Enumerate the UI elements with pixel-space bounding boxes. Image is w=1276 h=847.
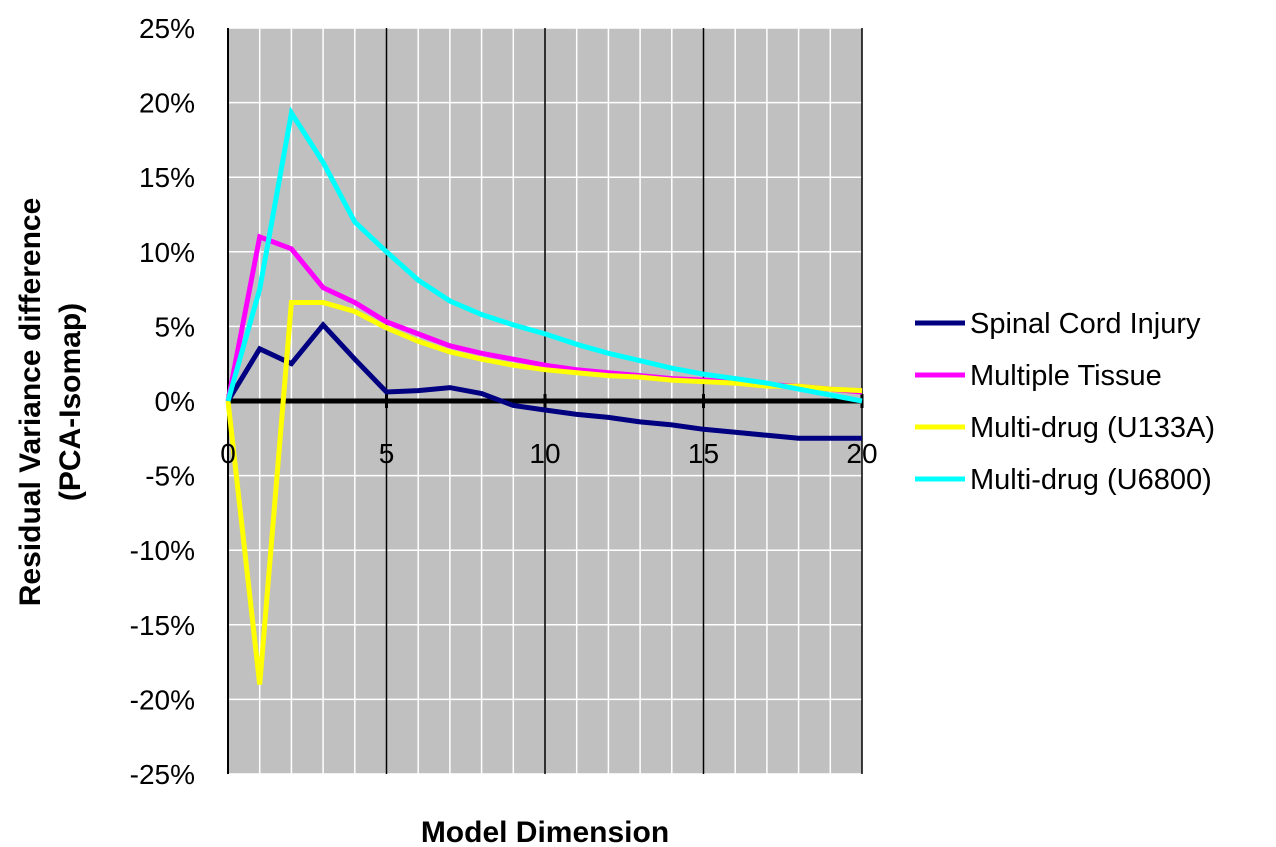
legend-label: Multiple Tissue (970, 360, 1162, 392)
x-tick-label: 0 (220, 438, 236, 469)
series-lines (225, 106, 863, 685)
x-tick-label: 15 (688, 438, 719, 469)
y-tick-label: 10% (139, 237, 195, 268)
x-axis-ticks: 0 5 10 15 20 (220, 438, 877, 469)
y-tick-label: -15% (130, 610, 195, 641)
y-tick-label: 20% (139, 88, 195, 119)
legend-item: Multi-drug (U133A) (915, 412, 1215, 444)
series-line (225, 106, 863, 404)
series-line (225, 321, 862, 441)
y-tick-label: 15% (139, 162, 195, 193)
y-tick-label: -5% (145, 461, 195, 492)
x-axis-title: Model Dimension (421, 816, 669, 847)
series-line (225, 300, 863, 685)
legend-item: Spinal Cord Injury (915, 308, 1201, 340)
y-tick-label: 5% (155, 311, 195, 342)
x-tick-label: 10 (529, 438, 560, 469)
x-tick-label: 20 (846, 438, 877, 469)
legend-label: Multi-drug (U6800) (970, 464, 1212, 496)
y-tick-label: 25% (139, 13, 195, 44)
legend-label: Spinal Cord Injury (970, 308, 1201, 340)
legend-label: Multi-drug (U133A) (970, 412, 1215, 444)
y-axis-title-line-2: (PCA-Isomap) (54, 303, 87, 501)
y-axis-title-line-1: Residual Variance difference (14, 198, 47, 607)
y-tick-label: -20% (130, 684, 195, 715)
y-tick-label: -25% (130, 759, 195, 790)
x-tick-label: 5 (379, 438, 395, 469)
y-tick-label: 0% (155, 386, 195, 417)
legend-item: Multi-drug (U6800) (915, 464, 1212, 496)
legend: Spinal Cord Injury Multiple Tissue Multi-d… (915, 308, 1215, 496)
legend-item: Multiple Tissue (915, 360, 1162, 392)
y-axis-ticks: 25% 20% 15% 10% 5% 0% -5% -10% -15% -20% -25% (130, 13, 195, 790)
y-tick-label: -10% (130, 535, 195, 566)
